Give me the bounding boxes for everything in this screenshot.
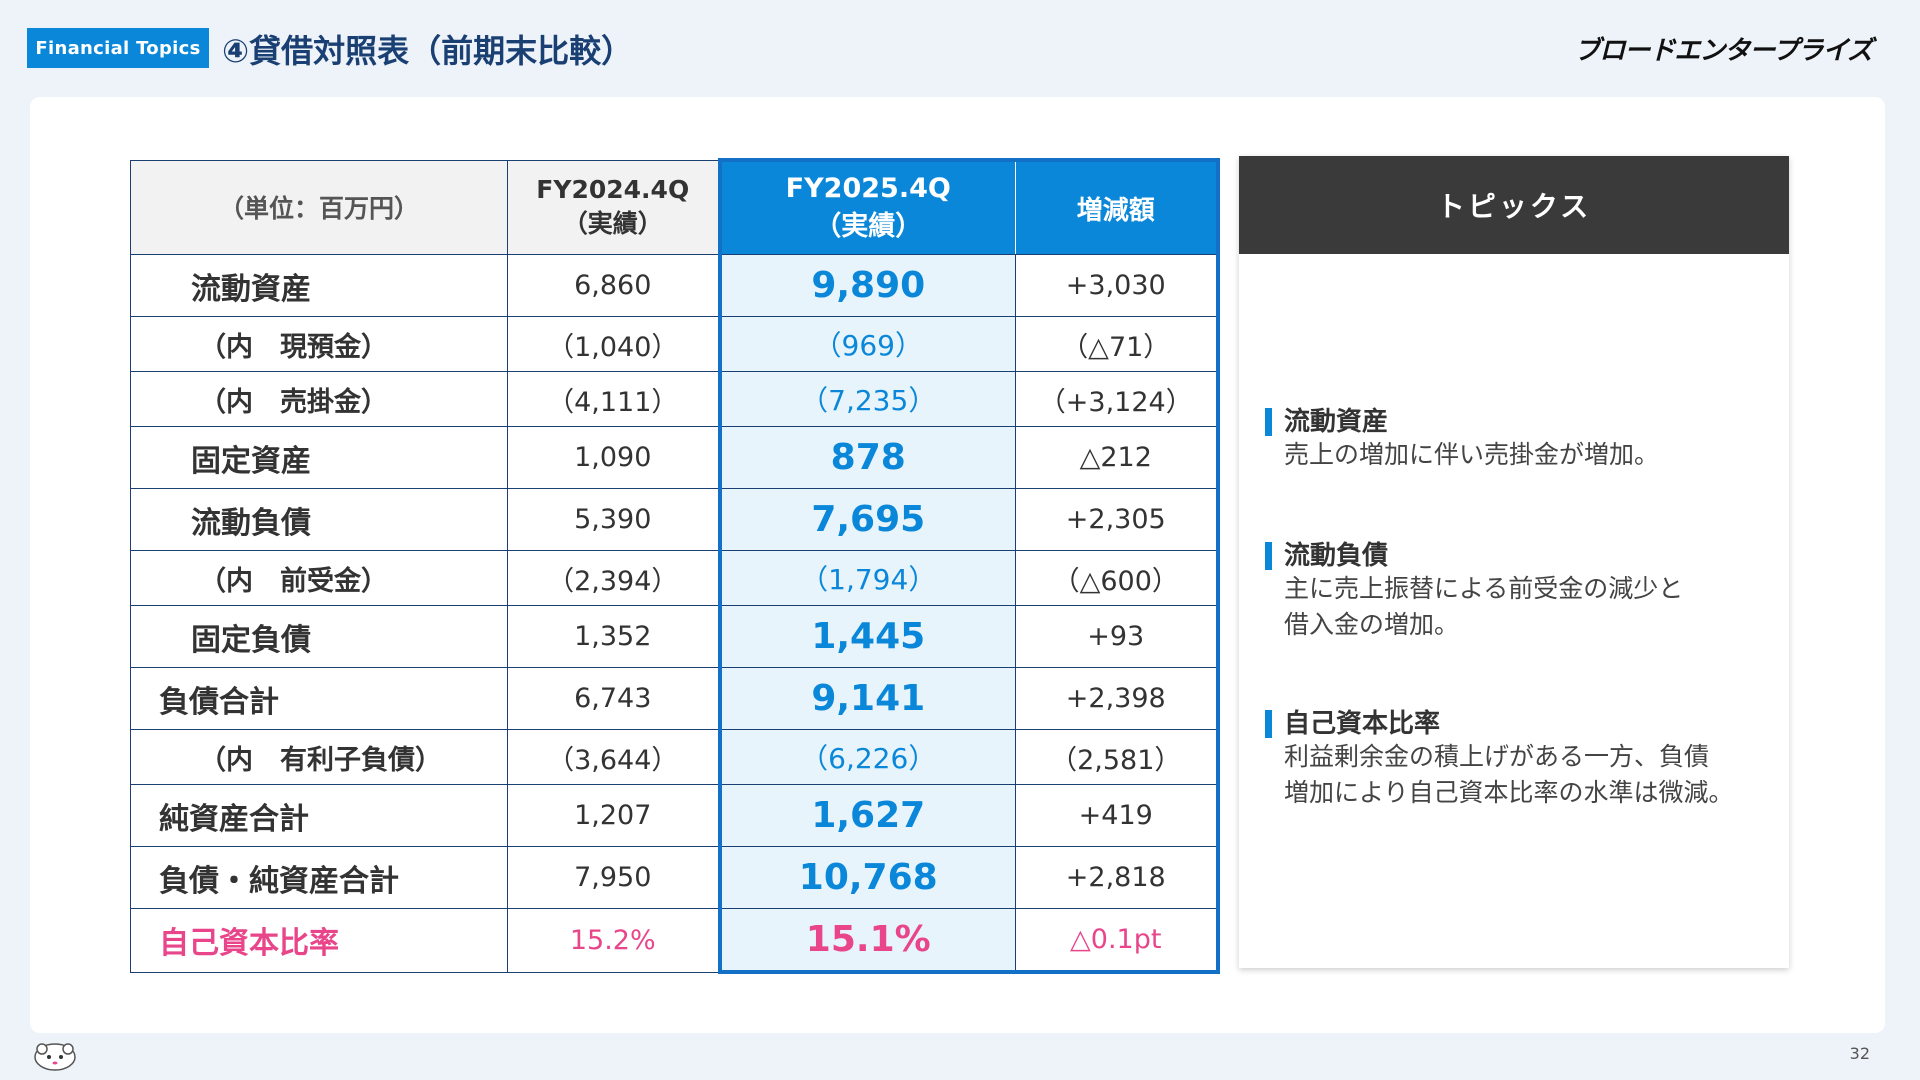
table-row: 固定負債 1,352 1,445 +93 bbox=[130, 605, 1220, 668]
table-header-row: （単位：百万円） FY2024.4Q （実績） FY2025.4Q （実績） 増… bbox=[130, 158, 1220, 255]
diff-value: +2,818 bbox=[1015, 846, 1220, 909]
unit-label: （単位：百万円） bbox=[130, 159, 508, 255]
cur-value: 878 bbox=[717, 426, 1016, 489]
col-header-prev-year: FY2024.4Q bbox=[536, 174, 690, 204]
diff-value: （2,581） bbox=[1015, 729, 1220, 785]
topic-body: 増加により自己資本比率の水準は微減。 bbox=[1284, 778, 1734, 807]
topics-heading: トピックス bbox=[1239, 156, 1789, 254]
topic-item: 流動資産 売上の増加に伴い売掛金が増加。 bbox=[1265, 408, 1780, 472]
balance-sheet-table: （単位：百万円） FY2024.4Q （実績） FY2025.4Q （実績） 増… bbox=[130, 158, 1220, 974]
row-label: 流動資産 bbox=[130, 254, 508, 317]
prev-value: （3,644） bbox=[507, 729, 720, 785]
section-tag: Financial Topics bbox=[27, 28, 209, 68]
cur-value: 7,695 bbox=[717, 488, 1016, 551]
diff-value: （△600） bbox=[1015, 550, 1220, 606]
col-header-cur-year: FY2025.4Q bbox=[785, 173, 951, 204]
table-row: 自己資本比率 15.2% 15.1% △0.1pt bbox=[130, 908, 1220, 974]
row-label: 負債・純資産合計 bbox=[130, 846, 508, 909]
table-row: 流動資産 6,860 9,890 +3,030 bbox=[130, 254, 1220, 317]
row-label: 流動負債 bbox=[130, 488, 508, 551]
diff-value: （△71） bbox=[1015, 316, 1220, 372]
row-label: 自己資本比率 bbox=[130, 908, 508, 973]
prev-value: （2,394） bbox=[507, 550, 720, 606]
table-row: （内 前受金） （2,394） （1,794） （△600） bbox=[130, 550, 1220, 606]
topic-body: 借入金の増加。 bbox=[1284, 610, 1460, 639]
prev-value: 15.2% bbox=[507, 908, 720, 973]
cur-value: （6,226） bbox=[717, 729, 1016, 785]
topic-title: 流動負債 bbox=[1265, 542, 1780, 570]
row-label: 負債合計 bbox=[130, 667, 508, 730]
col-header-cur-kind: （実績） bbox=[814, 211, 923, 242]
row-label: 純資産合計 bbox=[130, 784, 508, 847]
cur-value: （7,235） bbox=[717, 371, 1016, 427]
cur-value: 1,445 bbox=[717, 605, 1016, 668]
row-label: （内 現預金） bbox=[130, 316, 508, 372]
prev-value: 1,207 bbox=[507, 784, 720, 847]
prev-value: （4,111） bbox=[507, 371, 720, 427]
mascot-icon bbox=[34, 1043, 76, 1071]
topic-title: 自己資本比率 bbox=[1265, 710, 1780, 738]
diff-value: △212 bbox=[1015, 426, 1220, 489]
row-label: （内 有利子負債） bbox=[130, 729, 508, 785]
diff-value: △0.1pt bbox=[1015, 908, 1220, 974]
row-label: 固定負債 bbox=[130, 605, 508, 668]
col-header-prev-kind: （実績） bbox=[562, 208, 663, 238]
diff-value: +3,030 bbox=[1015, 254, 1220, 317]
prev-value: （1,040） bbox=[507, 316, 720, 372]
prev-value: 5,390 bbox=[507, 488, 720, 551]
table-row: 負債合計 6,743 9,141 +2,398 bbox=[130, 667, 1220, 730]
col-header-cur: FY2025.4Q （実績） bbox=[717, 158, 1016, 255]
page-title: ④貸借対照表（前期末比較） bbox=[222, 32, 634, 70]
table-row: 流動負債 5,390 7,695 +2,305 bbox=[130, 488, 1220, 551]
prev-value: 1,090 bbox=[507, 426, 720, 489]
topic-title: 流動資産 bbox=[1265, 408, 1780, 436]
row-label: 固定資産 bbox=[130, 426, 508, 489]
table-row: 固定資産 1,090 878 △212 bbox=[130, 426, 1220, 489]
topic-body: 主に売上振替による前受金の減少と bbox=[1284, 574, 1684, 603]
row-label: （内 売掛金） bbox=[130, 371, 508, 427]
cur-value: 9,141 bbox=[717, 667, 1016, 730]
company-logo: ブロードエンタープライズ bbox=[1574, 36, 1873, 66]
topic-body: 売上の増加に伴い売掛金が増加。 bbox=[1284, 440, 1660, 469]
prev-value: 1,352 bbox=[507, 605, 720, 668]
diff-value: +93 bbox=[1015, 605, 1220, 668]
cur-value: （969） bbox=[717, 316, 1016, 372]
cur-value: 15.1% bbox=[717, 908, 1016, 974]
topic-item: 自己資本比率 利益剰余金の積上げがある一方、負債 増加により自己資本比率の水準は… bbox=[1265, 710, 1780, 810]
cur-value: （1,794） bbox=[717, 550, 1016, 606]
table-row: （内 現預金） （1,040） （969） （△71） bbox=[130, 316, 1220, 372]
prev-value: 6,743 bbox=[507, 667, 720, 730]
cur-value: 9,890 bbox=[717, 254, 1016, 317]
prev-value: 6,860 bbox=[507, 254, 720, 317]
diff-value: +2,305 bbox=[1015, 488, 1220, 551]
prev-value: 7,950 bbox=[507, 846, 720, 909]
table-row: 負債・純資産合計 7,950 10,768 +2,818 bbox=[130, 846, 1220, 909]
topic-item: 流動負債 主に売上振替による前受金の減少と 借入金の増加。 bbox=[1265, 542, 1780, 642]
page-number: 32 bbox=[1849, 1044, 1870, 1063]
diff-value: （+3,124） bbox=[1015, 371, 1220, 427]
table-row: 純資産合計 1,207 1,627 +419 bbox=[130, 784, 1220, 847]
table-row: （内 売掛金） （4,111） （7,235） （+3,124） bbox=[130, 371, 1220, 427]
col-header-diff: 増減額 bbox=[1015, 158, 1220, 255]
diff-value: +2,398 bbox=[1015, 667, 1220, 730]
topic-body: 利益剰余金の積上げがある一方、負債 bbox=[1284, 742, 1710, 771]
cur-value: 1,627 bbox=[717, 784, 1016, 847]
table-row: （内 有利子負債） （3,644） （6,226） （2,581） bbox=[130, 729, 1220, 785]
cur-value: 10,768 bbox=[717, 846, 1016, 909]
row-label: （内 前受金） bbox=[130, 550, 508, 606]
col-header-prev: FY2024.4Q （実績） bbox=[507, 159, 720, 255]
topics-card: トピックス 流動資産 売上の増加に伴い売掛金が増加。 流動負債 主に売上振替によ… bbox=[1239, 156, 1789, 968]
diff-value: +419 bbox=[1015, 784, 1220, 847]
